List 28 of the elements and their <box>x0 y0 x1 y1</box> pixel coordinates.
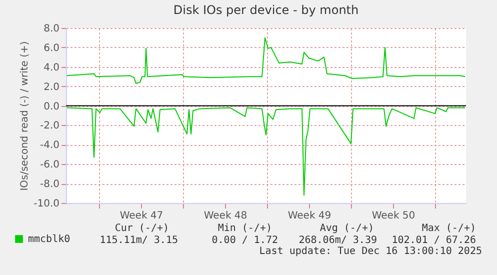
y-tick-label: 0.0 <box>44 101 60 112</box>
text: Min (-/+) <box>218 223 272 234</box>
chart-title: Disk IOs per device - by month <box>173 3 359 17</box>
y-tick-label: -2.0 <box>40 120 60 132</box>
x-tick-label: Week 48 <box>204 210 248 222</box>
text: 0.00 / 1.72 <box>212 235 278 246</box>
line-series <box>66 37 466 84</box>
legend-label: mmcblk0 <box>28 234 70 245</box>
text: 115.11m/ 3.15 <box>100 235 178 246</box>
y-tick-label: 8.0 <box>44 24 60 34</box>
text: Avg (-/+) <box>320 223 374 234</box>
line-series <box>66 107 466 196</box>
y-tick-label: -4.0 <box>40 140 60 152</box>
x-tick-label: Week 49 <box>288 210 332 222</box>
y-tick-label: -10.0 <box>34 198 60 210</box>
y-tick-label: 2.0 <box>44 82 60 93</box>
x-tick-label: Week 47 <box>120 210 164 222</box>
text: 102.01 / 67.26 <box>392 235 476 246</box>
y-tick-label: -8.0 <box>40 179 60 190</box>
text: Max (-/+) <box>422 223 476 234</box>
text: Cur (-/+) <box>114 223 169 234</box>
text: 268.06m/ 3.39 <box>298 235 377 246</box>
text: Last update: Tue Dec 16 13:00:10 2025 <box>259 246 482 257</box>
y-tick-label: -6.0 <box>40 160 60 171</box>
x-tick-label: Week 50 <box>372 210 416 222</box>
y-tick-label: 6.0 <box>44 42 60 54</box>
y-tick-label: 4.0 <box>44 62 60 74</box>
y-axis-title: IOs/second read (-) / write (+) <box>20 41 31 191</box>
